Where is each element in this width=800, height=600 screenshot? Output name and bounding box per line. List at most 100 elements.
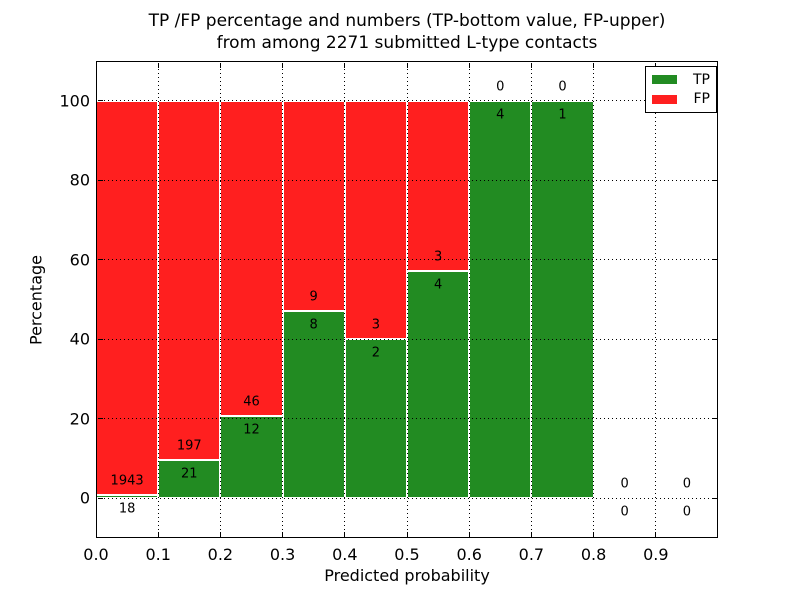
x-tick-label: 0.0	[83, 545, 109, 564]
gridline-x-0.6	[468, 61, 470, 538]
bar-segment-tp-0.6-0.7	[469, 100, 532, 499]
x-tick-label: 0.6	[456, 545, 482, 564]
y-axis-label: Percentage	[26, 254, 46, 346]
bar-segment-fp-0.1-0.2	[158, 100, 221, 460]
tp-count-label: 0	[620, 504, 629, 520]
x-tick-label: 0.3	[269, 545, 296, 564]
legend-entry-tp: TP	[652, 72, 710, 88]
fp-count-label: 3	[433, 249, 443, 265]
y-tick-label: 100	[59, 91, 90, 111]
bar-segment-fp-0.2-0.3	[220, 100, 283, 416]
bar-segment-fp-0.3-0.4	[282, 100, 345, 312]
gridline-x-0.5	[406, 61, 408, 538]
gridline-x-0.4	[344, 61, 346, 538]
y-tick-left	[97, 338, 103, 340]
gridline-x-0.3	[282, 61, 284, 538]
x-tick-label: 0.8	[580, 545, 607, 564]
y-tick-left	[97, 179, 103, 181]
x-tick-label: 0.2	[207, 545, 234, 564]
y-tick-right	[711, 418, 717, 420]
fp-count-label: 9	[309, 289, 318, 305]
fp-count-label: 0	[496, 79, 505, 95]
tp-swatch-icon	[652, 75, 677, 85]
x-tick-label: 0.7	[518, 545, 545, 564]
x-tick-bottom	[282, 531, 284, 537]
tp-count-label: 21	[181, 466, 198, 482]
x-tick-bottom	[219, 531, 221, 537]
x-tick-bottom	[95, 531, 97, 537]
tp-count-label: 12	[243, 422, 260, 438]
x-tick-top	[593, 62, 595, 68]
x-tick-label: 0.5	[394, 545, 420, 564]
y-tick-left	[97, 100, 103, 102]
tp-count-label: 1	[558, 107, 567, 123]
tp-count-label: 0	[682, 504, 692, 520]
bar-segment-tp-0.3-0.4	[282, 311, 345, 499]
x-tick-top	[282, 62, 284, 68]
chart-title-line2: from among 2271 submitted L-type contact…	[216, 33, 598, 53]
y-tick-right	[711, 497, 717, 499]
fp-count-label: 197	[176, 438, 202, 454]
y-tick-label: 60	[69, 250, 90, 270]
tp-count-label: 4	[433, 277, 443, 293]
legend: TP FP	[645, 66, 717, 113]
x-tick-top	[468, 62, 470, 68]
x-tick-top	[406, 62, 408, 68]
legend-entry-fp: FP	[652, 91, 710, 107]
y-tick-left	[97, 259, 103, 261]
y-tick-label: 80	[69, 170, 90, 190]
x-tick-top	[219, 62, 221, 68]
x-axis-label: Predicted probability	[324, 566, 490, 585]
tp-count-label: 8	[309, 317, 318, 333]
chart-title-line1: TP /FP percentage and numbers (TP-bottom…	[148, 11, 666, 31]
x-tick-top	[530, 62, 532, 68]
gridline-x-0.7	[530, 61, 532, 538]
y-tick-right	[711, 259, 717, 261]
legend-label-tp: TP	[693, 71, 710, 88]
tp-count-label: 2	[371, 345, 381, 361]
y-tick-label: 20	[69, 409, 90, 429]
fp-count-label: 1943	[110, 473, 144, 489]
x-tick-label: 0.9	[643, 545, 669, 564]
y-tick-right	[711, 179, 717, 181]
fp-count-label: 0	[558, 79, 567, 95]
fp-count-label: 46	[243, 394, 260, 410]
tp-count-label: 18	[118, 501, 136, 517]
tp-count-label: 4	[496, 107, 505, 123]
fp-count-label: 3	[371, 317, 381, 333]
fp-count-label: 0	[682, 476, 692, 492]
bar-segment-fp-0.5-0.6	[407, 100, 470, 272]
x-tick-bottom	[468, 531, 470, 537]
bar-segment-tp-0.2-0.3	[220, 416, 283, 499]
fp-count-label: 0	[620, 476, 629, 492]
x-tick-bottom	[655, 531, 657, 537]
bar-segment-fp-0-0.1	[96, 100, 159, 495]
y-tick-label: 0	[79, 488, 90, 508]
y-tick-label: 40	[69, 329, 90, 349]
fp-swatch-icon	[652, 94, 677, 104]
x-tick-bottom	[593, 531, 595, 537]
y-tick-left	[97, 418, 103, 420]
gridline-x-0.9	[655, 61, 657, 538]
bar-segment-fp-0.4-0.5	[344, 100, 407, 340]
bar-segment-tp-0.5-0.6	[407, 271, 470, 499]
x-tick-bottom	[406, 531, 408, 537]
bar-segment-tp-0.7-0.8	[531, 100, 594, 499]
x-tick-label: 0.4	[332, 545, 358, 564]
y-tick-left	[97, 497, 103, 499]
x-tick-top	[95, 62, 97, 68]
bar-segment-tp-0.1-0.2	[158, 459, 221, 499]
x-tick-bottom	[157, 531, 159, 537]
gridline-x-0.8	[593, 61, 595, 538]
legend-label-fp: FP	[693, 91, 711, 108]
x-tick-bottom	[530, 531, 532, 537]
x-tick-label: 0.1	[145, 545, 171, 564]
x-tick-bottom	[344, 531, 346, 537]
gridline-x-0.2	[219, 61, 221, 538]
x-tick-top	[157, 62, 159, 68]
y-tick-right	[711, 338, 717, 340]
gridline-x-0.1	[157, 61, 159, 538]
x-tick-top	[655, 62, 657, 68]
x-tick-top	[344, 62, 346, 68]
